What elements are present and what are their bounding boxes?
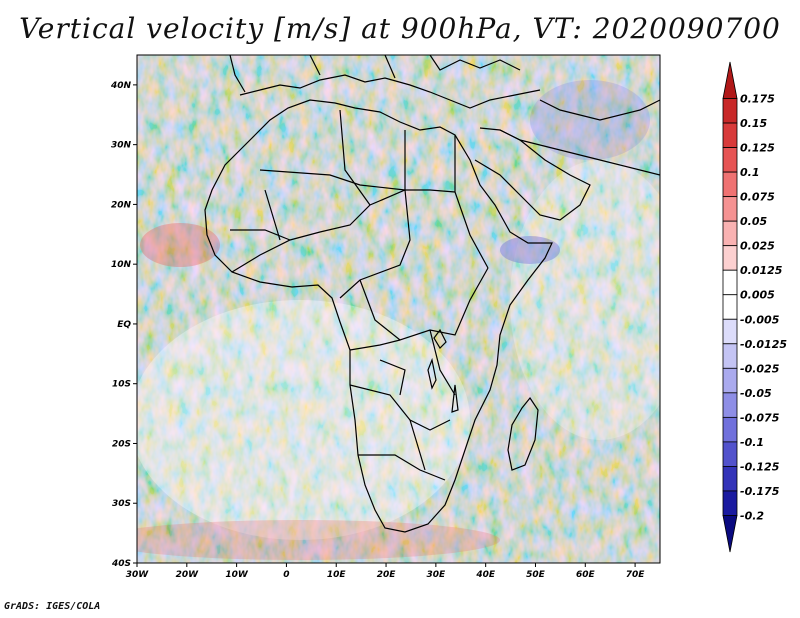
colorbar-label: -0.075: [740, 411, 780, 424]
lon-label: 50E: [526, 570, 546, 580]
latitude-labels: 40N 30N 20N 10N EQ 10S 20S 30S 40S: [110, 81, 137, 569]
colorbar-swatch: [722, 269, 738, 296]
colorbar-label: -0.005: [740, 313, 780, 326]
colorbar-top-arrow: [722, 61, 738, 99]
colorbar-swatch: [722, 122, 738, 148]
colorbar-label: -0.025: [740, 362, 780, 375]
colorbar-label: 0.15: [740, 117, 767, 130]
colorbar-swatch: [722, 392, 738, 418]
lon-label: 70E: [626, 570, 646, 580]
lat-label: 10N: [111, 260, 132, 270]
colorbar-label: -0.1: [740, 436, 764, 449]
colorbar-swatch: [722, 441, 738, 467]
lon-label: 30W: [126, 570, 150, 580]
colorbar-swatch: [722, 147, 738, 173]
lon-label: 10W: [225, 570, 249, 580]
colorbar-swatch: [722, 367, 738, 394]
colorbar-label: -0.175: [740, 485, 780, 498]
colorbar-label: 0.05: [740, 215, 767, 228]
colorbar-swatch: [722, 416, 738, 443]
colorbar-bottom-arrow: [722, 515, 738, 553]
lon-label: 20E: [377, 570, 397, 580]
lat-label: EQ: [117, 320, 131, 330]
lat-label: 30N: [111, 141, 132, 151]
lat-label: 20N: [111, 200, 132, 210]
colorbar-swatch: [722, 171, 738, 198]
colorbar-swatch: [722, 220, 738, 247]
colorbar-swatch: [722, 196, 738, 222]
colorbar-label: -0.2: [740, 509, 764, 522]
credit-text: GrADS: IGES/COLA: [4, 601, 101, 612]
colorbar-label: 0.005: [740, 289, 775, 302]
colorbar-label: 0.175: [740, 93, 775, 106]
longitude-labels: 30W 20W 10W 0 10E 20E 30E 40E 50E 60E 70E: [126, 563, 646, 580]
colorbar-label: 0.075: [740, 191, 775, 204]
colorbar: 0.175 0.15 0.125 0.1 0.075 0.05 0.025 0.0125 0.0…: [722, 61, 787, 553]
colorbar-swatch: [722, 318, 738, 345]
coastlines: [204, 55, 660, 533]
velocity-field: [137, 55, 660, 563]
lat-label: 40S: [111, 559, 131, 569]
colorbar-swatch: [722, 245, 738, 271]
colorbar-swatch: [722, 466, 738, 492]
map-frame: [136, 54, 661, 564]
colorbar-label: 0.125: [740, 142, 775, 155]
colorbar-swatch: [722, 98, 738, 124]
colorbar-label: 0.0125: [740, 264, 783, 277]
lat-label: 10S: [112, 380, 131, 390]
lon-label: 40E: [475, 570, 496, 580]
lat-label: 40N: [110, 81, 132, 91]
colorbar-label: -0.125: [740, 460, 780, 473]
lat-label: 20S: [112, 439, 131, 449]
colorbar-label: 0.1: [740, 166, 760, 179]
lon-label: 0: [283, 570, 289, 580]
lon-label: 60E: [576, 570, 596, 580]
colorbar-label: -0.05: [740, 387, 772, 400]
lat-label: 30S: [112, 499, 131, 509]
colorbar-swatch: [722, 490, 738, 516]
colorbar-label: -0.0125: [740, 338, 787, 351]
map-title: Vertical velocity [m/s] at 900hPa, VT: 2…: [19, 12, 781, 45]
colorbar-swatch: [722, 343, 738, 369]
colorbar-label: 0.025: [740, 240, 775, 253]
lon-label: 20W: [176, 570, 200, 580]
lon-label: 10E: [327, 570, 347, 580]
lon-label: 30E: [427, 570, 447, 580]
colorbar-swatch: [722, 294, 738, 320]
